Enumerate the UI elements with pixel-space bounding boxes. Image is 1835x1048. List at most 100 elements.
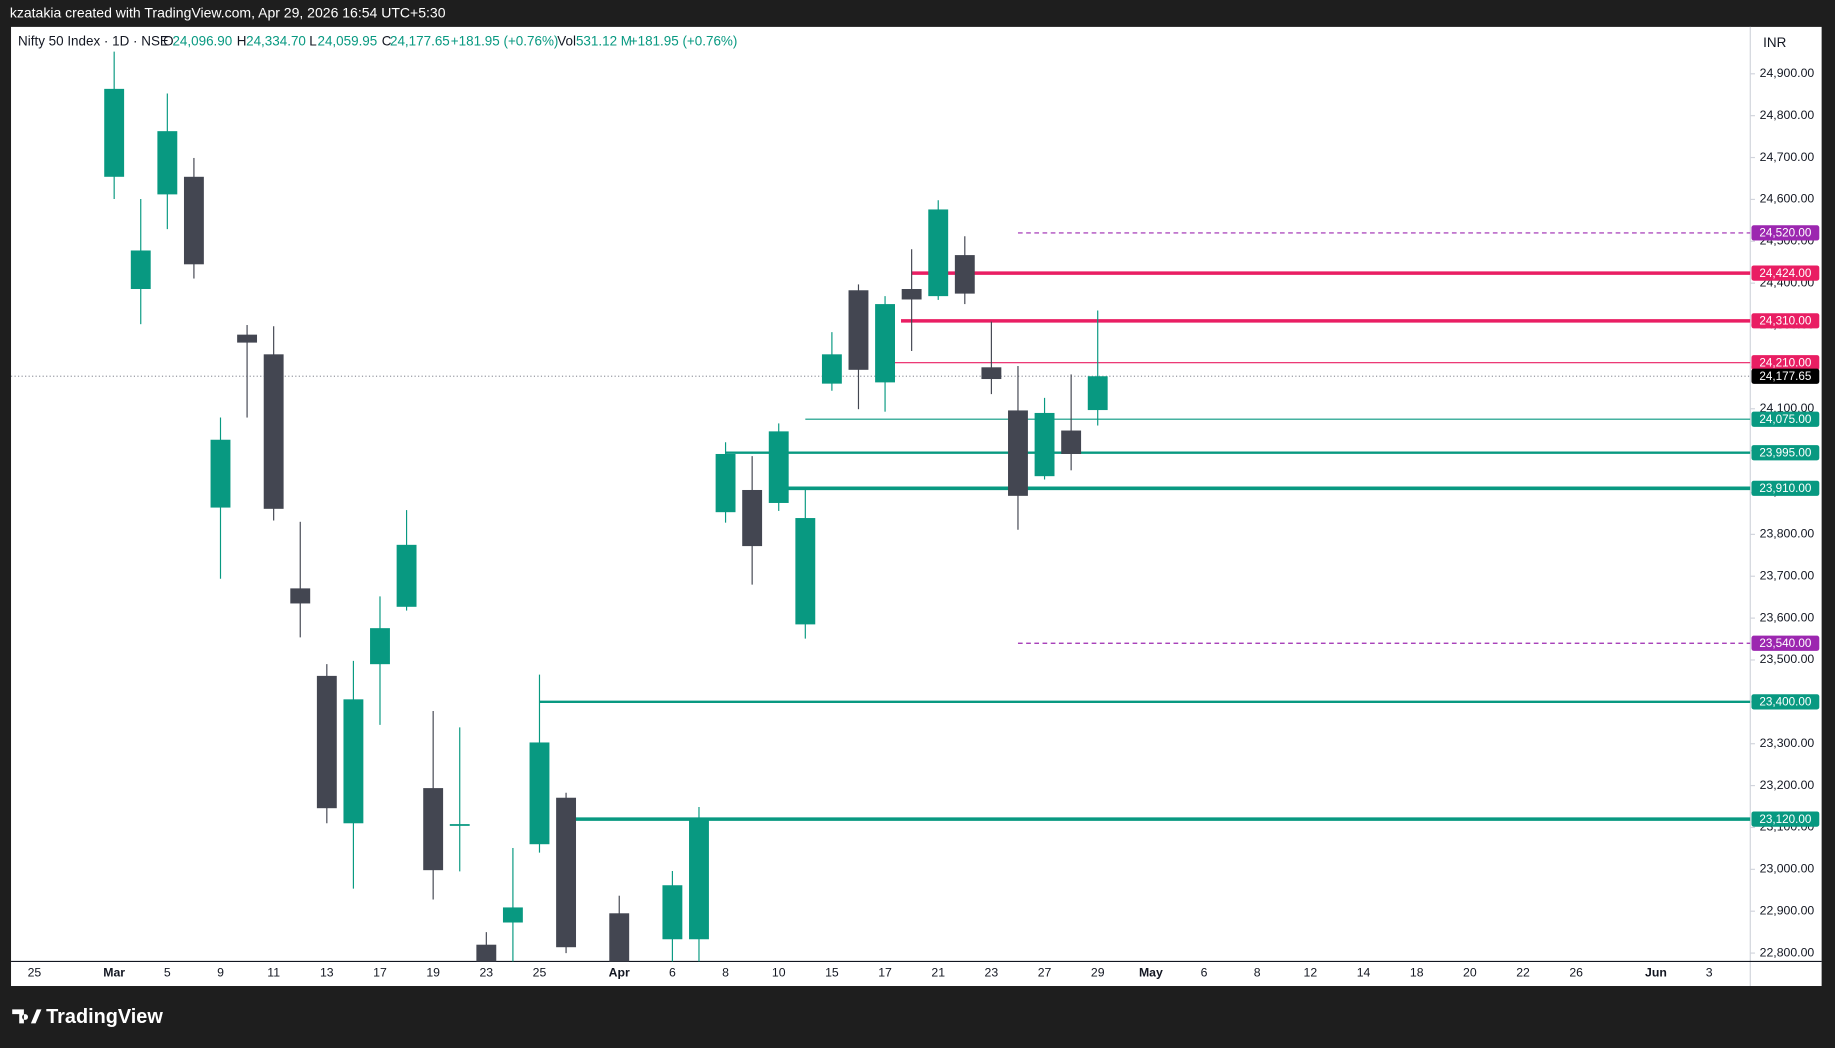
x-tick-label: 21 <box>931 965 945 979</box>
x-tick-label: 26 <box>1569 965 1583 979</box>
candle-body <box>316 675 337 809</box>
x-tick-label: 3 <box>1706 965 1713 979</box>
ohlc-key: L <box>309 34 317 49</box>
ohlc-key: O <box>163 34 173 49</box>
candle-body <box>556 797 577 948</box>
price-tag-label: 23,910.00 <box>1759 482 1811 495</box>
price-tag <box>1751 265 1820 281</box>
x-tick-label: 6 <box>669 965 676 979</box>
candle-body <box>1008 410 1028 496</box>
price-tag-label: 24,177.65 <box>1759 370 1811 383</box>
price-tag <box>1751 445 1820 461</box>
candle-body <box>210 439 231 508</box>
x-tick-label: Apr <box>609 965 630 979</box>
y-tick-label: 24,900.00 <box>1760 66 1815 80</box>
x-tick-label: 15 <box>825 965 839 979</box>
x-tick-label: 11 <box>267 965 280 979</box>
x-tick-label: Mar <box>103 965 125 979</box>
price-tag-label: 24,424.00 <box>1759 267 1811 280</box>
x-tick-label: 8 <box>722 965 729 979</box>
price-tag-label: 24,075.00 <box>1759 413 1811 426</box>
price-tag-label: 24,210.00 <box>1759 356 1811 369</box>
candle-body <box>396 544 417 607</box>
x-tick-label: 22 <box>1516 965 1530 979</box>
x-tick-label: 6 <box>1201 965 1208 979</box>
volume: 531.12 M <box>576 34 632 49</box>
plot-area <box>11 51 1751 962</box>
price-tag-label: 23,400.00 <box>1759 696 1811 709</box>
candle-body <box>742 489 763 547</box>
y-tick-label: 23,300.00 <box>1760 736 1815 750</box>
candle-body <box>821 354 842 384</box>
volume-key: Vol <box>557 34 576 49</box>
x-tick-label: 10 <box>772 965 786 979</box>
candle-body <box>449 824 470 826</box>
header-text: kzatakia created with TradingView.com, A… <box>10 5 446 21</box>
candle-body <box>263 354 284 509</box>
price-tag-label: 23,995.00 <box>1759 446 1811 459</box>
candle-body <box>848 290 869 370</box>
x-tick-label: 13 <box>320 965 334 979</box>
price-tag <box>1751 694 1820 710</box>
price-tag <box>1751 480 1820 496</box>
y-tick-label: 22,800.00 <box>1760 945 1815 959</box>
candle-body <box>370 628 390 665</box>
legend: Nifty 50 Index · 1D · NSE O 24,096.90 H … <box>18 34 737 49</box>
x-tick-label: 18 <box>1410 965 1424 979</box>
candle-body <box>715 453 736 513</box>
y-tick-label: 23,600.00 <box>1760 610 1815 624</box>
price-tag <box>1751 368 1820 384</box>
x-tick-label: 17 <box>373 965 387 979</box>
candle-body <box>901 289 922 300</box>
price-tag <box>1751 313 1820 329</box>
brand-logo: TradingView <box>12 1006 163 1028</box>
x-tick-label: 27 <box>1038 965 1052 979</box>
candle-body <box>689 819 709 940</box>
price-tag-label: 23,540.00 <box>1759 637 1811 650</box>
candle-body <box>290 588 311 604</box>
volume-change: +181.95 (+0.76%) <box>630 34 738 49</box>
candle-body <box>104 88 125 177</box>
x-tick-label: 17 <box>878 965 892 979</box>
x-tick-label: 14 <box>1357 965 1371 979</box>
candle-body <box>609 913 630 962</box>
candle-body <box>1061 430 1082 454</box>
candle-body <box>502 907 523 923</box>
candle-body <box>1087 376 1108 411</box>
ohlc-value: 24,059.95 <box>317 34 377 49</box>
y-tick-label: 22,900.00 <box>1760 903 1815 917</box>
price-tag <box>1751 225 1820 241</box>
candle-body <box>1034 412 1055 477</box>
candle-body <box>237 334 258 343</box>
candle-body <box>157 131 178 195</box>
price-tag <box>1751 411 1820 427</box>
candle-body <box>662 885 683 940</box>
x-tick-label: 25 <box>533 965 547 979</box>
chart-pane <box>11 26 1822 987</box>
x-tick-label: 19 <box>426 965 440 979</box>
y-tick-label: 24,700.00 <box>1760 150 1815 164</box>
price-tag <box>1751 635 1820 651</box>
symbol: Nifty 50 Index · 1D · NSE <box>18 34 169 49</box>
ohlc-value: 24,096.90 <box>172 34 232 49</box>
candle-body <box>343 699 364 824</box>
y-tick-label: 24,600.00 <box>1760 192 1815 206</box>
x-tick-label: 23 <box>479 965 493 979</box>
price-tag-label: 23,120.00 <box>1759 813 1811 826</box>
x-tick-label: 9 <box>217 965 224 979</box>
y-tick-label: 23,800.00 <box>1760 527 1815 541</box>
x-tick-label: 25 <box>28 965 42 979</box>
x-tick-label: 20 <box>1463 965 1477 979</box>
candle-body <box>954 255 975 294</box>
candle-body <box>928 209 949 297</box>
x-tick-label: 12 <box>1304 965 1318 979</box>
ohlc-key: H <box>237 34 247 49</box>
x-tick-label: 23 <box>985 965 999 979</box>
y-tick-label: 24,800.00 <box>1760 108 1815 122</box>
x-tick-label: May <box>1139 965 1163 979</box>
logo-icon <box>12 1009 42 1024</box>
ohlc-value: 24,177.65 <box>390 34 450 49</box>
price-tag <box>1751 811 1820 827</box>
candle-body <box>875 304 896 383</box>
